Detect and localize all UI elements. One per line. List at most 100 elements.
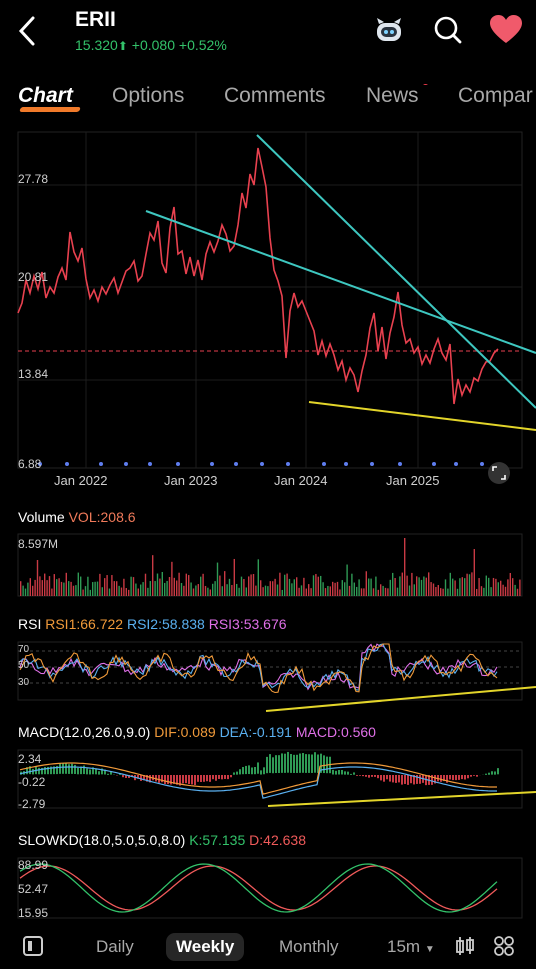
volume-bar (454, 580, 456, 596)
macd-histogram-bar (38, 767, 40, 775)
tab-comments[interactable]: Comments (224, 84, 326, 108)
volume-bar (483, 587, 485, 596)
volume-bar (392, 572, 394, 596)
volume-bar (303, 577, 305, 596)
back-button[interactable] (14, 14, 40, 48)
volume-bar (324, 588, 327, 596)
volume-bar (413, 584, 415, 596)
macd-histogram-bar (86, 768, 88, 775)
volume-bar (310, 588, 312, 596)
macd-histogram-bar (371, 775, 373, 777)
macd-histogram-bar (215, 775, 217, 781)
macd-histogram-bar (299, 753, 301, 773)
volume-bar (132, 577, 135, 596)
assistant-bot-button[interactable] (373, 14, 405, 46)
volume-bar (368, 578, 370, 596)
volume-bar (44, 573, 46, 596)
slowkd-d-line (19, 865, 498, 911)
slowkd-header[interactable]: SLOWKD(18.0,5.0,5.0,8.0) K:57.135 D:42.6… (18, 832, 306, 848)
price-x-tick: Jan 2022 (54, 473, 108, 488)
tab-news[interactable]: News (366, 84, 429, 108)
watchlist-button[interactable] (488, 14, 524, 46)
volume-bar (147, 587, 149, 596)
volume-bar (365, 571, 367, 596)
search-button[interactable] (432, 14, 464, 46)
event-marker-dot (65, 462, 69, 466)
volume-bar (348, 585, 351, 596)
volume-bar (380, 584, 382, 596)
macd-histogram-bar (59, 763, 61, 774)
macd-histogram-bar (416, 775, 418, 784)
volume-bar (461, 577, 463, 596)
volume-bar (444, 579, 447, 596)
more-indicators-button[interactable] (493, 935, 515, 962)
interval-daily[interactable]: Daily (96, 937, 134, 956)
macd-histogram-bar (485, 773, 487, 775)
macd-header[interactable]: MACD(12.0,26.0,9.0) DIF:0.089 DEA:-0.191… (18, 724, 376, 740)
volume-bar (204, 585, 207, 596)
sidebar-toggle-button[interactable] (22, 935, 44, 962)
panel-icon (23, 936, 43, 956)
fullscreen-button[interactable] (488, 462, 510, 484)
volume-bar (466, 573, 468, 596)
volume-bar (344, 582, 346, 596)
tab-options[interactable]: Options (112, 84, 184, 108)
heart-icon (490, 15, 522, 43)
event-marker-dot (454, 462, 458, 466)
volume-bar (327, 585, 329, 596)
tab-compare[interactable]: Compar (458, 84, 533, 108)
volume-bar (104, 578, 106, 596)
volume-bar (279, 572, 281, 596)
volume-bar (339, 589, 341, 596)
price-chart[interactable]: 27.78 20.81 13.84 6.88 Jan 2022 Jan 2023… (0, 130, 536, 490)
volume-chart[interactable]: 8.597M (0, 530, 536, 600)
event-marker-dot (38, 462, 42, 466)
volume-header[interactable]: Volume VOL:208.6 (18, 509, 136, 525)
volume-bar (497, 582, 499, 596)
macd-histogram-bar (413, 775, 415, 785)
macd-histogram-bar (233, 772, 235, 775)
rsi-chart[interactable]: 70 50 30 (0, 640, 536, 715)
support-trendline (308, 401, 536, 431)
volume-bar (154, 581, 156, 596)
rsi-support-trendline (265, 686, 536, 712)
macd-histogram-bar (266, 756, 268, 774)
macd-histogram-bar (290, 754, 292, 773)
slowkd-k-value: K:57.135 (189, 832, 246, 848)
volume-value: VOL:208.6 (68, 509, 136, 525)
macd-histogram-bar (158, 775, 160, 783)
rsi1-line (19, 643, 498, 694)
macd-histogram-bar (212, 775, 214, 780)
macd-histogram-bar (176, 775, 178, 785)
macd-histogram-bar (173, 775, 175, 784)
macd-histogram-bar (251, 767, 253, 775)
rsi-header[interactable]: RSI RSI1:66.722 RSI2:58.838 RSI3:53.676 (18, 616, 287, 632)
volume-bar (334, 582, 336, 596)
volume-bar (226, 584, 228, 596)
interval-weekly[interactable]: Weekly (166, 933, 245, 961)
volume-bar (87, 576, 89, 596)
candlestick-type-button[interactable] (454, 935, 476, 962)
slowkd-y-tick: 15.95 (18, 906, 49, 920)
macd-histogram-bar (83, 765, 85, 775)
interval-monthly[interactable]: Monthly (279, 937, 339, 956)
macd-histogram-bar (305, 754, 307, 773)
macd-histogram-bar (29, 766, 31, 775)
volume-bar (305, 588, 307, 596)
price-chart-canvas (17, 131, 536, 484)
slowkd-chart[interactable]: 88.99 52.47 15.95 (0, 856, 536, 920)
interval-selector[interactable]: 15m ▼ (387, 937, 435, 957)
macd-chart[interactable]: 2.34 -0.22 -2.79 (0, 748, 536, 813)
volume-bar (168, 577, 171, 596)
macd-histogram-bar (311, 754, 313, 773)
volume-bar (516, 588, 519, 596)
volume-bar (274, 578, 276, 596)
volume-bar (75, 585, 77, 596)
macd-histogram-bar (110, 771, 112, 775)
price-gridlines (18, 132, 522, 468)
macd-histogram-bar (323, 755, 325, 774)
volume-bar (456, 588, 459, 596)
tab-news-label: News (366, 84, 419, 107)
volume-bar (370, 578, 372, 596)
tab-chart[interactable]: Chart (18, 84, 81, 112)
